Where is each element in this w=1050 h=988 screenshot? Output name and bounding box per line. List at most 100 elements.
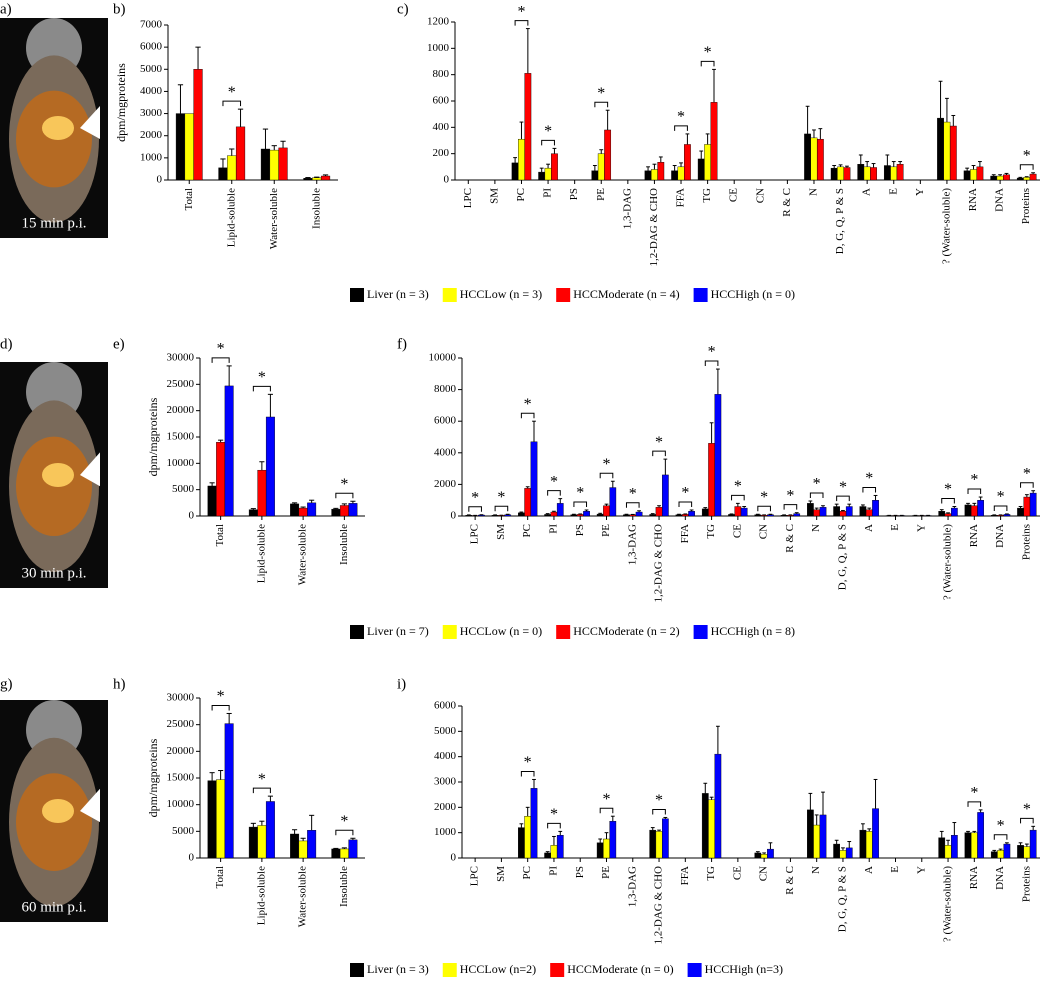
- bar: [644, 170, 652, 181]
- x-tick-label: 1,2-DAG & CHO: [653, 866, 665, 945]
- significance-star: *: [497, 489, 505, 506]
- chart-title: i): [397, 676, 406, 692]
- x-tick-label: SM: [488, 188, 500, 204]
- significance-star: *: [681, 485, 689, 502]
- bar: [298, 840, 308, 859]
- bar: [708, 443, 715, 517]
- significance-star: *: [603, 456, 611, 473]
- y-tick-label: 5000: [172, 825, 195, 837]
- bar: [675, 514, 683, 517]
- bar: [950, 507, 958, 517]
- x-tick-label: SM: [495, 524, 507, 540]
- x-tick-label: DNA: [994, 524, 1006, 548]
- bar: [257, 825, 267, 859]
- x-tick-label: A: [861, 188, 873, 196]
- y-tick-label: 5000: [172, 483, 195, 495]
- bar: [1017, 845, 1024, 859]
- bar: [970, 169, 977, 181]
- bar: [303, 178, 313, 181]
- bar: [218, 167, 228, 181]
- x-tick-label: PC: [515, 188, 527, 201]
- y-tick-label: 5000: [434, 725, 457, 737]
- bar: [307, 502, 317, 517]
- x-tick-label: Insoluble: [338, 866, 350, 907]
- significance-bracket: [335, 829, 354, 836]
- bar: [734, 506, 742, 517]
- significance-star: *: [1023, 801, 1031, 818]
- bar: [348, 503, 358, 517]
- significance-star: *: [228, 84, 236, 101]
- bar: [596, 513, 604, 517]
- bar: [977, 812, 984, 859]
- significance-star: *: [970, 785, 978, 802]
- legend-label: HCCModerate (n = 4): [573, 287, 679, 301]
- x-tick-label: PS: [568, 188, 580, 200]
- significance-star: *: [629, 485, 637, 502]
- significance-star: *: [970, 472, 978, 489]
- significance-bracket: [678, 501, 693, 507]
- y-tick-label: 2000: [434, 801, 457, 813]
- x-tick-label: Lipid-soluble: [255, 866, 267, 925]
- x-tick-label: Total: [214, 524, 226, 546]
- x-tick-label: CN: [758, 866, 770, 881]
- x-tick-label: N: [810, 866, 822, 874]
- caption: 30 min p.i.: [21, 565, 86, 581]
- significance-star: *: [340, 813, 348, 830]
- x-tick-label: ? (Water-soluble): [940, 188, 952, 264]
- bar: [704, 144, 712, 181]
- significance-star: *: [704, 44, 712, 61]
- bar: [890, 166, 898, 181]
- bar: [767, 848, 774, 859]
- x-tick-label: N: [808, 188, 820, 196]
- significance-bracket: [541, 139, 555, 146]
- bar: [257, 469, 267, 517]
- bar: [290, 503, 300, 517]
- x-tick-label: D, G, Q, P & S: [834, 188, 846, 254]
- significance-bracket: [573, 501, 588, 507]
- significance-star: *: [258, 771, 266, 788]
- x-tick-label: Water-soluble: [297, 524, 309, 585]
- x-tick-label: Water-soluble: [268, 188, 280, 249]
- bar: [511, 162, 519, 181]
- bar: [938, 511, 946, 517]
- bar: [816, 138, 824, 181]
- legend-label: HCCLow (n = 0): [460, 624, 542, 638]
- significance-bracket: [599, 472, 614, 479]
- y-tick-label: 0: [157, 174, 163, 186]
- bar: [872, 808, 879, 859]
- y-tick-label: 15000: [167, 772, 195, 784]
- bar: [504, 514, 512, 517]
- bar: [740, 507, 748, 517]
- legend-swatch: [687, 963, 702, 977]
- y-tick-label: 10000: [167, 798, 195, 810]
- bar: [530, 788, 538, 859]
- bar: [331, 508, 341, 517]
- bar: [235, 126, 246, 181]
- bar: [728, 514, 735, 517]
- y-tick-label: 800: [433, 68, 450, 80]
- x-tick-label: Proteins: [1020, 188, 1032, 224]
- y-tick-label: 0: [189, 510, 195, 522]
- bar: [859, 829, 867, 859]
- y-tick-label: 1200: [427, 16, 450, 28]
- x-tick-label: A: [863, 866, 875, 874]
- bar: [1003, 843, 1011, 859]
- bar: [596, 842, 604, 859]
- y-tick-label: 200: [433, 147, 450, 159]
- significance-star: *: [677, 109, 685, 126]
- significance-bracket: [625, 502, 640, 508]
- significance-star: *: [655, 792, 663, 809]
- bar: [767, 514, 774, 517]
- chart-title: h): [113, 676, 126, 692]
- legend-swatch: [442, 288, 457, 302]
- legend-label: HCCModerate (n = 0): [567, 962, 673, 976]
- x-tick-label: LPC: [469, 866, 481, 886]
- significance-star: *: [760, 489, 768, 506]
- y-tick-label: 600: [433, 95, 450, 107]
- bar: [839, 511, 847, 517]
- x-tick-label: RNA: [968, 524, 980, 547]
- bar: [290, 833, 300, 859]
- bar: [348, 839, 358, 859]
- y-tick-label: 15000: [167, 431, 195, 443]
- x-tick-label: CE: [731, 866, 743, 880]
